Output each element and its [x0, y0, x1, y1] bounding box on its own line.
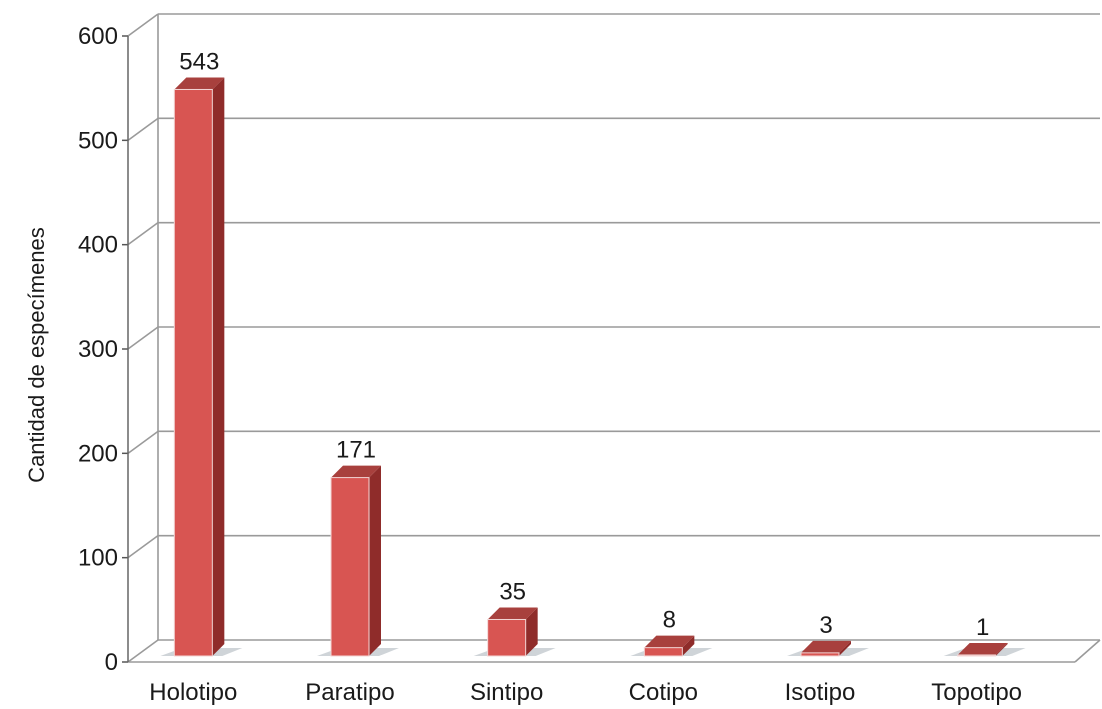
y-tick-label: 400 [78, 232, 118, 259]
bar-side [525, 607, 538, 656]
y-axis-title: Cantidad de especímenes [24, 227, 49, 483]
bar [487, 618, 527, 657]
bar [800, 652, 840, 657]
labels: 543 Holotipo 171 Paratipo 35 Sintipo 8 Cotipo 3 I… [149, 48, 1022, 706]
x-category-label: Holotipo [149, 679, 237, 706]
bar-side [995, 642, 1008, 656]
bar-side [839, 640, 851, 656]
bar-side [212, 77, 225, 657]
bar-value-label: 35 [499, 578, 526, 605]
gridline-diagonal [127, 222, 159, 246]
x-category-label: Topotipo [931, 679, 1022, 706]
bar-top [331, 465, 381, 478]
floor-right-edge [1074, 639, 1101, 663]
y-tick-label: 200 [78, 440, 118, 467]
bar-top [174, 77, 225, 90]
bar-top [801, 640, 851, 653]
gridline-diagonal [127, 117, 159, 141]
x-category-label: Paratipo [305, 679, 394, 706]
bar-top [957, 642, 1008, 655]
bar [643, 647, 683, 657]
y-axis: 0 100 200 300 400 500 600 [78, 23, 129, 676]
bar-value-label: 171 [336, 437, 376, 464]
bar-value-label: 8 [663, 607, 676, 634]
x-category-label: Sintipo [470, 679, 543, 706]
gridline-diagonal [127, 13, 159, 37]
gridlines [127, 13, 1101, 663]
y-tick-label: 0 [105, 649, 118, 676]
gridline-diagonal [127, 430, 159, 454]
x-category-label: Cotipo [629, 679, 698, 706]
x-category-label: Isotipo [785, 679, 856, 706]
y-tick-label: 500 [78, 127, 118, 154]
y-tick-label: 600 [78, 23, 118, 50]
bars [160, 77, 1026, 657]
bar-top [487, 607, 538, 620]
bar-value-label: 1 [976, 614, 989, 641]
bar-side [682, 635, 695, 656]
gridline-diagonal [127, 535, 159, 559]
bar-side [369, 465, 381, 656]
y-tick-label: 300 [78, 336, 118, 363]
y-tick-label: 100 [78, 545, 118, 572]
bar-value-label: 543 [179, 48, 219, 75]
bar [330, 477, 370, 657]
bar-value-label: 3 [819, 612, 832, 639]
bar [957, 654, 997, 657]
bar-top [644, 635, 695, 648]
gridline-diagonal [127, 326, 159, 350]
bar [173, 88, 213, 657]
gridline-diagonal [127, 639, 159, 663]
